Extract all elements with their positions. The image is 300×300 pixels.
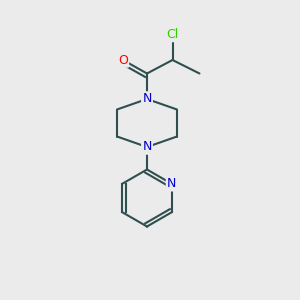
Text: N: N	[142, 92, 152, 106]
Text: Cl: Cl	[167, 28, 178, 41]
Text: N: N	[142, 140, 152, 154]
Text: N: N	[167, 177, 176, 190]
Text: O: O	[118, 53, 128, 67]
